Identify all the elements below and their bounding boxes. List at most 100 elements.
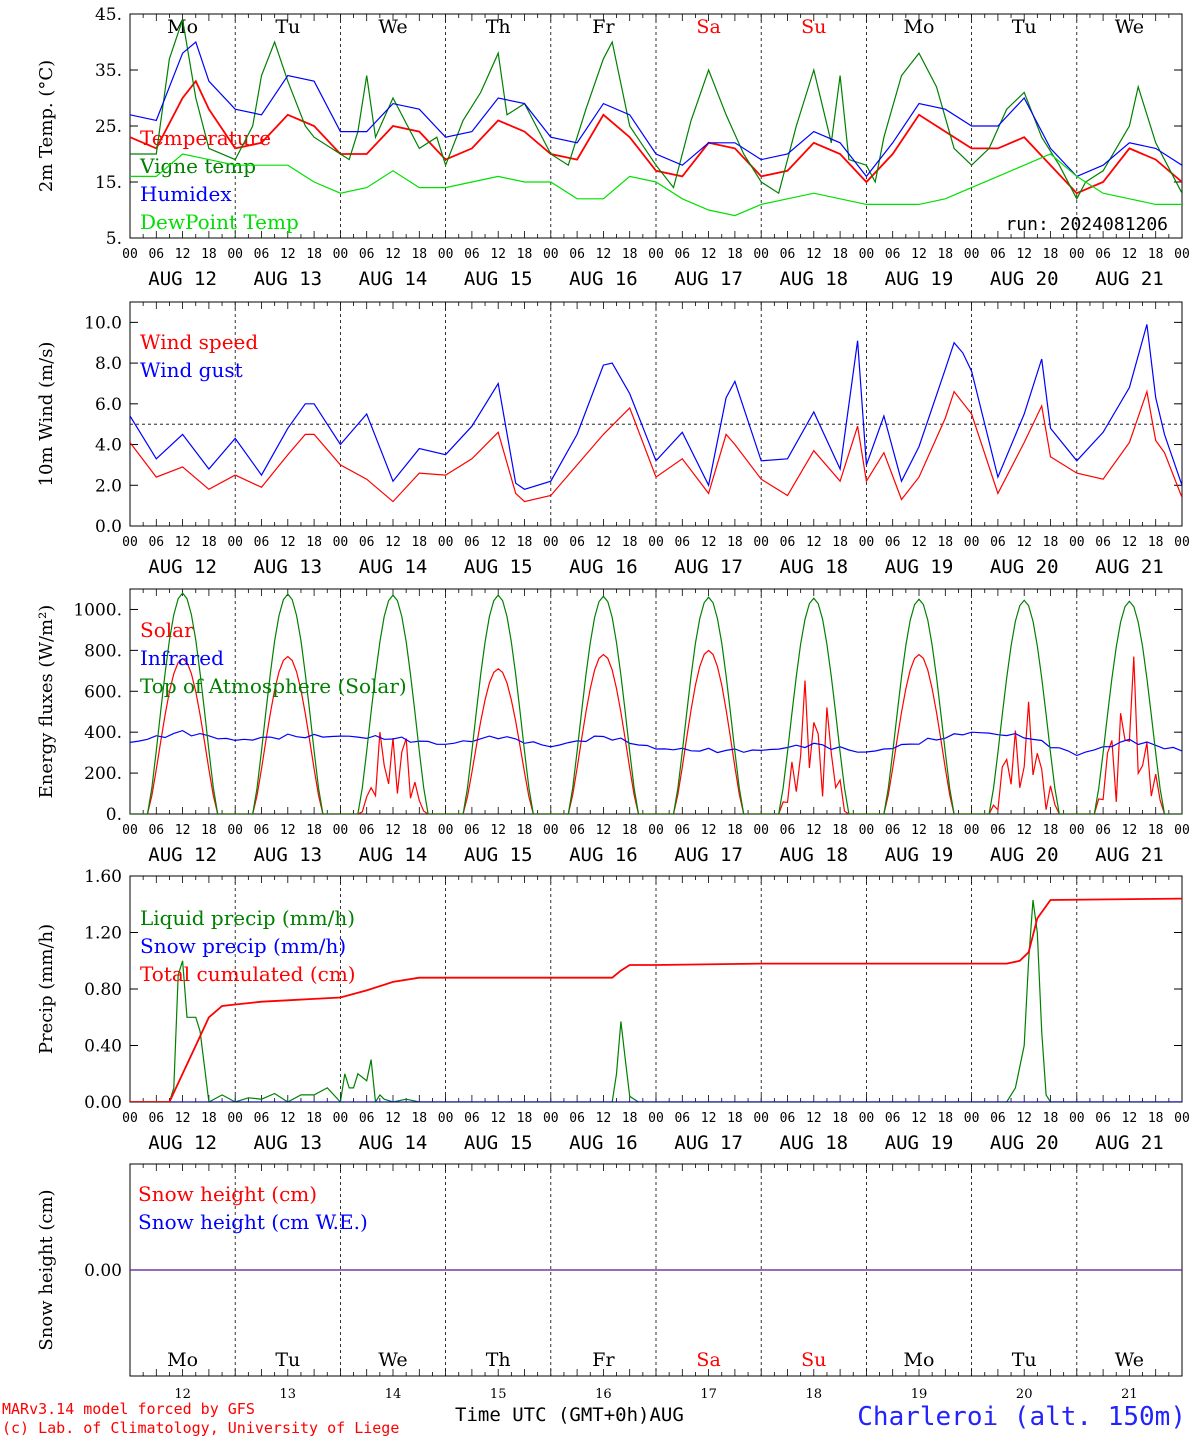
hour-label: 18 [622,1111,638,1126]
hour-label: 00 [333,535,349,550]
hour-label: 12 [806,247,822,262]
y-tick-label: 1.60 [84,867,122,887]
series-line-3 [130,592,1182,814]
legend-entry: Solar [140,618,194,642]
y-tick-label: 10.0 [84,313,122,333]
model-credit: MARv3.14 model forced by GFS [2,1400,255,1418]
weekday-label-bottom: Mo [904,1349,935,1371]
hour-label: 00 [753,247,769,262]
hour-label: 12 [280,247,296,262]
hour-label: 00 [1174,535,1190,550]
y-tick-label: 25. [95,117,122,137]
panel-3: 0. 200. 400. 600. 800. 1000. Energy fluxes (W/… [36,588,1190,866]
hour-label: 00 [1069,247,1085,262]
date-label: AUG 20 [990,268,1059,290]
hour-label: 12 [280,823,296,838]
date-label: AUG 14 [359,1132,428,1154]
hour-label: 06 [359,823,375,838]
hour-label: 00 [859,1111,875,1126]
hour-label: 12 [1016,823,1032,838]
run-label: run: 2024081206 [1005,214,1168,235]
hour-label: 12 [490,535,506,550]
panel-5: 0.00 Snow height (cm) Snow height (cm) Snow… [36,1163,1183,1402]
hour-label: 18 [622,535,638,550]
date-label: AUG 16 [569,268,638,290]
y-tick-label: 200. [84,764,122,784]
hour-label: 06 [148,823,164,838]
hour-label: 12 [175,823,191,838]
date-label: AUG 12 [148,844,217,866]
y-tick-label: 600. [84,682,122,702]
date-label: AUG 17 [674,1132,743,1154]
y-tick-label: 8.0 [95,354,122,374]
hour-label: 06 [885,1111,901,1126]
hour-label: 00 [438,1111,454,1126]
hour-label: 00 [1174,823,1190,838]
hour-label: 00 [859,535,875,550]
series-line-1 [130,389,1182,503]
hour-label: 06 [780,1111,796,1126]
weekday-label: Tu [1012,16,1037,38]
y-tick-label: 1.20 [84,924,122,944]
weekday-label: Tu [275,16,300,38]
y-tick-label: 45. [95,5,122,25]
hour-label: 12 [385,247,401,262]
hour-label: 12 [806,823,822,838]
hour-label: 12 [280,1111,296,1126]
hour-label: 18 [1043,247,1059,262]
y-tick-label: 400. [84,723,122,743]
date-label: AUG 13 [253,268,322,290]
date-label: AUG 18 [779,844,848,866]
hour-label: 18 [411,535,427,550]
hour-label: 18 [727,823,743,838]
date-label: AUG 12 [148,268,217,290]
weekday-label: Fr [592,16,615,38]
hour-label: 06 [885,823,901,838]
weekday-label-bottom: Tu [1012,1349,1037,1371]
hour-label: 18 [727,247,743,262]
hour-label: 06 [569,1111,585,1126]
hour-label: 12 [701,823,717,838]
weekday-label-bottom: Tu [275,1349,300,1371]
hour-label: 06 [1095,823,1111,838]
legend-entry: Temperature [140,126,271,150]
hour-label: 06 [464,1111,480,1126]
hour-label: 18 [411,1111,427,1126]
weekday-label-bottom: Th [486,1349,511,1371]
hour-label: 12 [1122,247,1138,262]
hour-label: 18 [201,247,217,262]
date-label: AUG 18 [779,556,848,578]
hour-label: 18 [201,1111,217,1126]
date-label: AUG 21 [1095,1132,1164,1154]
date-label: AUG 19 [885,1132,954,1154]
hour-label: 18 [622,247,638,262]
hour-label: 00 [227,823,243,838]
x-axis-title-text: Time UTC (GMT+0h) [455,1404,650,1426]
hour-label: 12 [701,247,717,262]
y-tick-label: 4.0 [95,436,122,456]
hour-label: 06 [780,823,796,838]
hour-label: 12 [385,823,401,838]
hour-label: 18 [517,1111,533,1126]
legend-entry: Infrared [140,646,224,670]
hour-label: 18 [306,1111,322,1126]
hour-label: 00 [333,823,349,838]
hour-label: 00 [648,247,664,262]
hour-label: 18 [727,535,743,550]
day-number: 19 [911,1387,928,1402]
hour-label: 12 [701,1111,717,1126]
series-line-1 [130,899,1182,1102]
hour-label: 00 [227,247,243,262]
hour-label: 12 [911,247,927,262]
weekday-label-bottom: Mo [167,1349,198,1371]
hour-label: 06 [990,247,1006,262]
hour-label: 18 [1148,823,1164,838]
hour-label: 00 [648,823,664,838]
weekday-label-bottom: We [1115,1349,1144,1371]
date-label: AUG 18 [779,268,848,290]
hour-label: 18 [1148,247,1164,262]
series-line-3 [130,40,1182,178]
hour-label: 12 [490,247,506,262]
hour-label: 18 [622,823,638,838]
hour-label: 06 [464,247,480,262]
